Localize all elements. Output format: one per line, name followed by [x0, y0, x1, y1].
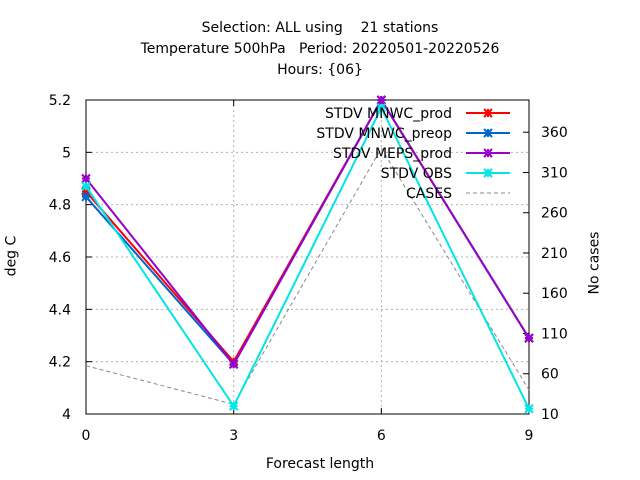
y2-tick-label-2: 110: [541, 326, 568, 342]
y2-tick-label-5: 260: [541, 206, 568, 222]
y2-tick-label-3: 160: [541, 286, 568, 302]
y-tick-label-1: 4.2: [49, 355, 71, 371]
chart-title-line-2: Temperature 500hPa Period: 20220501-2022…: [140, 41, 500, 57]
legend-label-stdv-mnwc-prod: STDV MNWC_prod: [325, 106, 452, 122]
x-tick-label-0: 0: [82, 428, 91, 444]
y2-tick-label-0: 10: [541, 407, 559, 423]
chart-title-line-3: Hours: {06}: [277, 62, 363, 78]
y2-tick-label-7: 360: [541, 125, 568, 141]
series-line-stdv-meps-prod: [85, 98, 530, 367]
y-tick-label-2: 4.4: [49, 302, 71, 318]
y2-tick-label-1: 60: [541, 367, 559, 383]
y2-tick-label-6: 310: [541, 165, 568, 181]
legend-label-stdv-meps-prod: STDV MEPS_prod: [333, 146, 452, 162]
series-line-stdv-obs: [85, 105, 530, 410]
x-axis-label: Forecast length: [265, 456, 375, 472]
y2-tick-label-4: 210: [541, 246, 568, 262]
series-line-cases: [85, 147, 530, 405]
x-tick-label-1: 3: [229, 428, 238, 444]
x-tick-label-3: 9: [525, 428, 534, 444]
y-tick-label-5: 5: [62, 145, 71, 161]
legend-label-stdv-mnwc-preop: STDV MNWC_preop: [316, 126, 452, 142]
legend-label-stdv-obs: STDV OBS: [381, 166, 452, 182]
y-tick-label-6: 5.2: [49, 93, 71, 109]
chart-title-line-1: Selection: ALL using 21 stations: [201, 20, 439, 36]
y-tick-label-4: 4.8: [49, 198, 71, 214]
y-tick-label-0: 4: [62, 407, 71, 423]
x-tick-label-2: 6: [377, 428, 386, 444]
legend-label-cases: CASES: [406, 186, 452, 202]
y-tick-label-3: 4.6: [49, 250, 71, 266]
